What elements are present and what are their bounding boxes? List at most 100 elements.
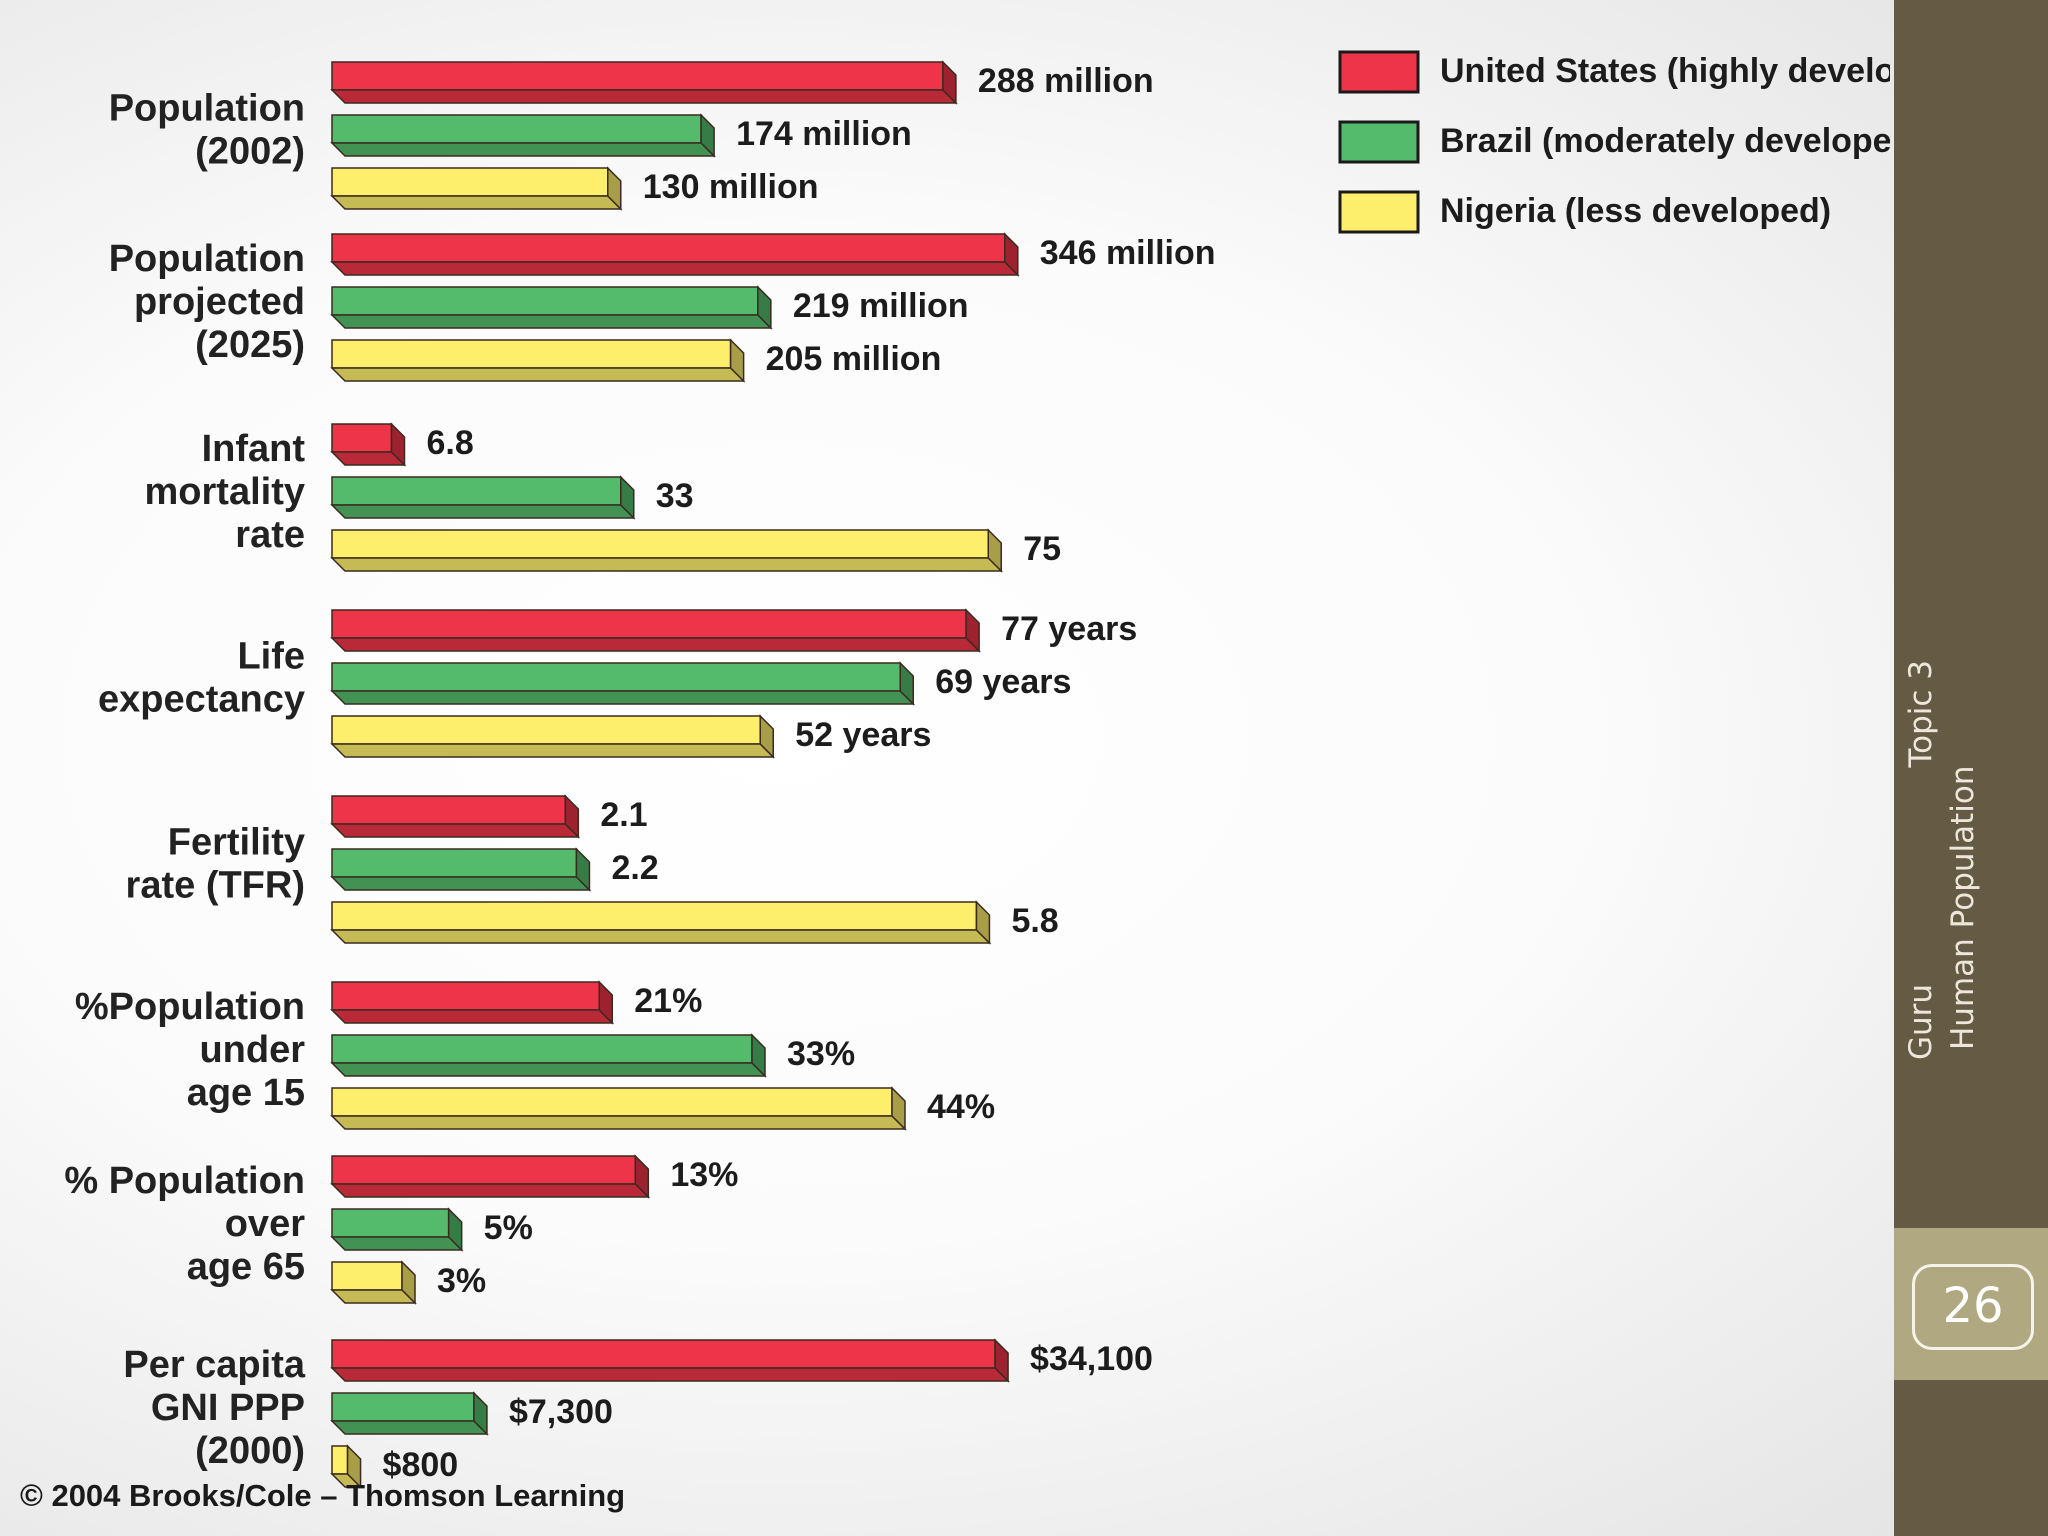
category-label-line: Fertility [168, 822, 305, 864]
bar [330, 1444, 363, 1489]
category-group: Fertility rate (TFR) 2.1 2.2 5.8 [126, 794, 1059, 945]
data-label: 75 [1023, 530, 1061, 568]
data-label: 13% [670, 1156, 738, 1194]
category-group: %Population under age 15 21% 33% 44% [75, 980, 995, 1131]
data-label: $7,300 [509, 1393, 613, 1431]
bar-bottom [330, 367, 746, 382]
bar-front [331, 1339, 996, 1369]
bar [330, 900, 992, 945]
data-label: 5% [484, 1209, 533, 1247]
bar [330, 60, 958, 105]
bar [330, 528, 1004, 573]
category-label: Population projected (2025) [109, 238, 305, 366]
category-label-line: GNI PPP [151, 1387, 305, 1429]
bar [330, 338, 746, 383]
copyright-note: © 2004 Brooks/Cole – Thomson Learning [20, 1478, 626, 1513]
bar-bottom [330, 89, 958, 104]
category-label-line: under [199, 1029, 305, 1071]
bar-bottom [330, 1289, 417, 1304]
bar-bottom [330, 261, 1020, 276]
bar-side [447, 1207, 463, 1252]
category-label-line: %Population [75, 986, 305, 1028]
category-label: % Population over age 65 [64, 1160, 305, 1288]
bar-front [331, 662, 901, 692]
bar-front [331, 114, 702, 144]
data-label: 2.2 [611, 849, 658, 887]
bar-front [331, 233, 1006, 263]
bar [330, 794, 581, 839]
legend-label: United States (highly developed) [1440, 52, 1890, 90]
bar-front [331, 1261, 403, 1291]
category-label-line: Population [109, 88, 305, 130]
bar-front [331, 715, 761, 745]
bar-front [331, 286, 759, 316]
data-label: 77 years [1001, 610, 1137, 648]
bar-bottom [330, 929, 992, 944]
bar-side [401, 1260, 416, 1305]
legend: United States (highly developed) Brazil (… [1338, 50, 1890, 234]
bar-bottom [330, 1009, 615, 1024]
data-label: 33 [656, 477, 694, 515]
category-label-line: Life [237, 636, 305, 678]
bar-bottom [330, 1420, 489, 1435]
bar-side [575, 847, 591, 892]
category-label: Per capita GNI PPP (2000) [123, 1344, 306, 1472]
bar-side [975, 900, 991, 945]
data-label: 174 million [736, 115, 912, 153]
bar [330, 847, 592, 892]
data-label: 346 million [1040, 234, 1216, 272]
category-label-line: (2002) [195, 131, 305, 173]
bar-side [346, 1444, 362, 1489]
category-label-line: Population [109, 238, 305, 280]
bar-front [331, 1208, 450, 1238]
legend-label: Nigeria (less developed) [1440, 192, 1831, 230]
data-label: $34,100 [1030, 1340, 1153, 1378]
data-label: 52 years [795, 716, 931, 754]
category-label-line: Infant [202, 428, 306, 470]
bar-side [729, 338, 745, 383]
bar-bottom [330, 504, 636, 519]
bar-bottom [330, 1367, 1010, 1382]
data-label: 69 years [935, 663, 1071, 701]
bar [330, 608, 981, 653]
category-group: Population projected (2025) 346 million 219 … [109, 232, 1216, 383]
bar-front [331, 1034, 753, 1064]
legend-item: Brazil (moderately developed) [1338, 120, 1890, 164]
category-label-line: rate (TFR) [126, 865, 305, 907]
bar-front [331, 901, 978, 931]
bar-side [564, 794, 580, 839]
data-label: 33% [787, 1035, 855, 1073]
bar [330, 475, 636, 520]
category-label-line: projected [134, 281, 305, 323]
data-label: 21% [634, 982, 702, 1020]
category-label-line: % Population [64, 1160, 305, 1202]
category-label-line: age 15 [187, 1072, 305, 1114]
bar-side [607, 166, 622, 211]
bar-side [473, 1391, 488, 1436]
bar-front [331, 609, 967, 639]
bar-side [598, 980, 614, 1025]
category-label-line: Per capita [123, 1344, 306, 1386]
data-label: $800 [383, 1446, 459, 1484]
bar [330, 113, 716, 158]
bar-front [331, 795, 567, 825]
bar [330, 661, 916, 706]
category-group: % Population over age 65 13% 5% 3% [64, 1154, 738, 1305]
bar [330, 232, 1020, 277]
bar [330, 980, 615, 1025]
data-label: 44% [927, 1088, 995, 1126]
legend-label: Brazil (moderately developed) [1440, 122, 1890, 160]
bar-side [891, 1086, 906, 1131]
data-label: 5.8 [1011, 902, 1058, 940]
bar-bottom [330, 1062, 767, 1077]
bar-bottom [330, 142, 716, 157]
bar-side [759, 714, 774, 759]
category-label-line: (2000) [195, 1430, 305, 1472]
bar-side [700, 113, 715, 158]
bar [330, 166, 623, 211]
bar [330, 422, 407, 467]
data-label: 219 million [793, 287, 969, 325]
bar [330, 285, 773, 330]
